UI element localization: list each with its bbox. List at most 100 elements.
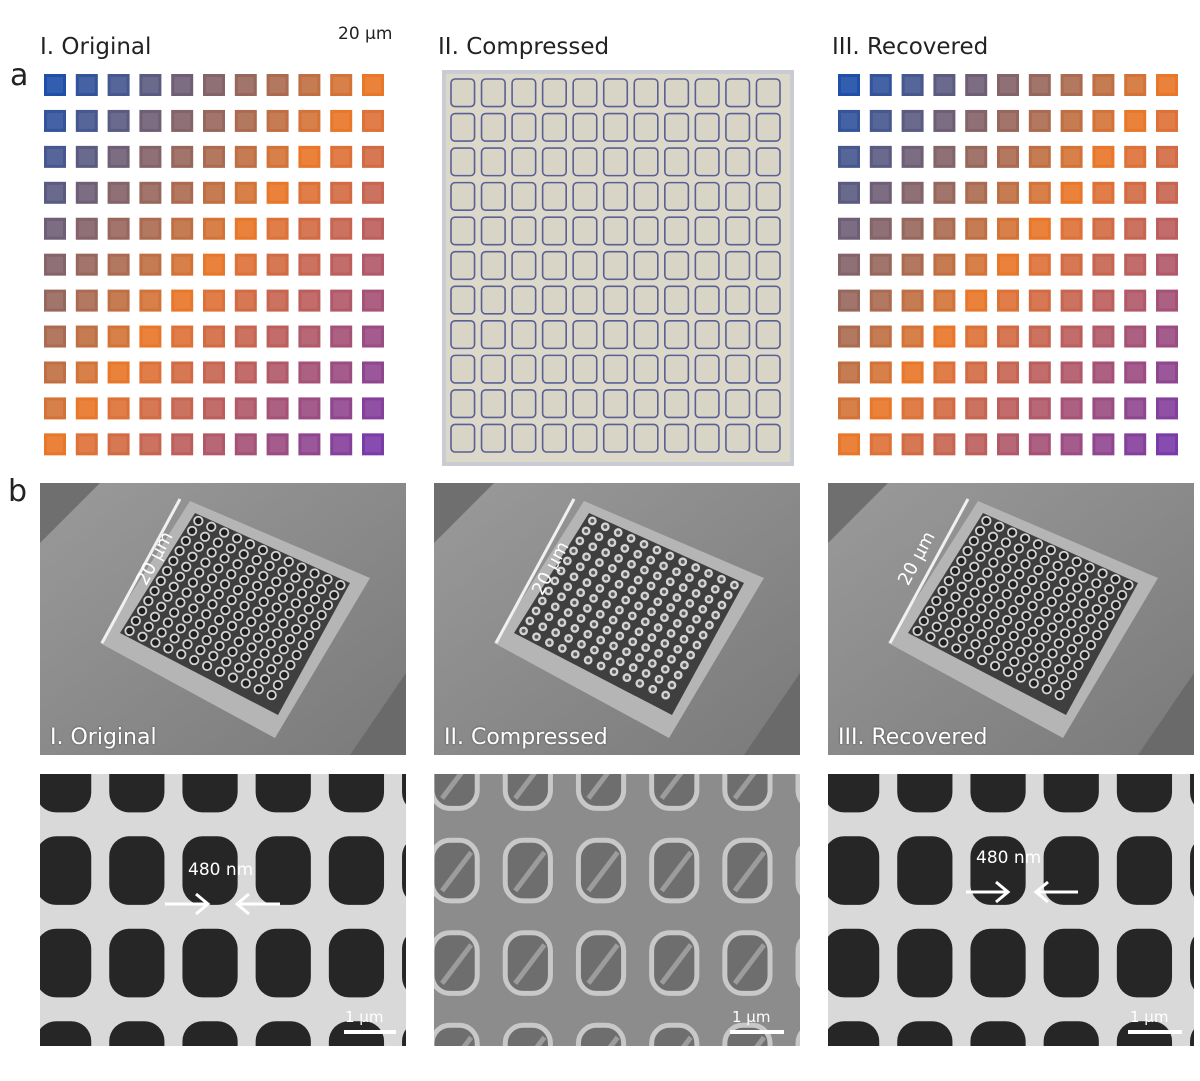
compressed-cell bbox=[755, 423, 781, 453]
lattice-pore bbox=[40, 836, 92, 905]
panel-b-letter: b bbox=[8, 474, 28, 509]
compressed-cell bbox=[755, 354, 781, 384]
collapsed-pore bbox=[575, 774, 627, 811]
compressed-cell bbox=[572, 147, 598, 177]
compressed-cell bbox=[725, 78, 751, 108]
compressed-cell bbox=[602, 423, 629, 453]
lattice-pore bbox=[1043, 774, 1099, 813]
compressed-cell bbox=[725, 147, 751, 177]
compressed-cell bbox=[511, 147, 537, 177]
sem-overview-compressed: 20 μm II. Compressed bbox=[434, 483, 800, 755]
collapsed-pore bbox=[434, 1022, 480, 1046]
compressed-cell bbox=[511, 216, 537, 246]
compressed-cell bbox=[664, 147, 690, 177]
compressed-cell bbox=[602, 181, 629, 211]
lattice-pore bbox=[970, 1021, 1026, 1046]
compressed-cell bbox=[450, 216, 476, 246]
compressed-cell bbox=[694, 181, 720, 211]
lattice-pore bbox=[1116, 774, 1173, 813]
sem-label-compressed: II. Compressed bbox=[444, 725, 608, 750]
measure-label-recovered: 480 nm bbox=[976, 848, 1042, 868]
compressed-cell bbox=[572, 181, 598, 211]
compressed-cell bbox=[450, 354, 476, 384]
compressed-cell bbox=[541, 112, 567, 142]
compressed-cell bbox=[572, 78, 598, 108]
lattice-pore bbox=[1190, 774, 1194, 805]
compressed-cell bbox=[541, 389, 567, 419]
compressed-cell bbox=[602, 112, 629, 142]
compressed-cell bbox=[602, 285, 629, 315]
compressed-cell bbox=[572, 250, 598, 281]
lattice-pore bbox=[40, 1021, 92, 1046]
compressed-cell bbox=[725, 216, 751, 246]
compressed-cell bbox=[633, 181, 659, 211]
compressed-cell bbox=[725, 389, 751, 419]
compressed-cell bbox=[511, 320, 537, 350]
compressed-cell bbox=[633, 389, 659, 419]
lattice-pore bbox=[1043, 928, 1099, 998]
compressed-cell bbox=[664, 354, 690, 384]
lattice-pore bbox=[109, 928, 165, 998]
sem-closeup-recovered: 480 nm 1 μm bbox=[828, 774, 1194, 1046]
compressed-cell bbox=[541, 216, 567, 246]
compressed-cell bbox=[541, 78, 567, 108]
compressed-cell bbox=[694, 147, 720, 177]
compressed-cell bbox=[755, 320, 781, 350]
compressed-cell bbox=[450, 423, 476, 453]
lattice-pore bbox=[182, 1021, 238, 1046]
lattice-pore bbox=[1190, 844, 1194, 897]
compressed-cell bbox=[664, 250, 690, 281]
compressed-cell bbox=[755, 389, 781, 419]
compressed-cell bbox=[480, 423, 506, 453]
compressed-cell bbox=[633, 147, 659, 177]
compressed-cell bbox=[572, 216, 598, 246]
measure-arrows-original bbox=[165, 892, 280, 916]
lattice-pore bbox=[109, 1021, 165, 1046]
compressed-cell bbox=[480, 216, 506, 246]
lattice-pore bbox=[828, 928, 880, 998]
compressed-cell bbox=[511, 78, 537, 108]
lattice-pore bbox=[1116, 836, 1173, 905]
panel-a-title-compressed: II. Compressed bbox=[438, 34, 610, 60]
compressed-cell bbox=[450, 181, 476, 211]
compressed-cell bbox=[511, 389, 537, 419]
compressed-cell bbox=[450, 320, 476, 350]
panel-a-letter: a bbox=[10, 58, 29, 93]
compressed-cell bbox=[450, 250, 476, 281]
lattice-pore bbox=[897, 836, 953, 905]
lattice-pore bbox=[402, 774, 406, 805]
compressed-cell bbox=[694, 320, 720, 350]
lattice-pore bbox=[828, 836, 880, 905]
lattice-pore bbox=[182, 774, 238, 813]
compressed-cell bbox=[725, 423, 751, 453]
collapsed-pore bbox=[649, 774, 700, 811]
micrograph-original bbox=[40, 70, 390, 468]
collapsed-pore bbox=[795, 1030, 800, 1046]
compressed-cell bbox=[633, 354, 659, 384]
compressed-cell bbox=[664, 285, 690, 315]
compressed-cell bbox=[480, 147, 506, 177]
compressed-cell bbox=[633, 112, 659, 142]
sem-overview-original: 20 μm I. Original bbox=[40, 483, 406, 755]
lattice-pore bbox=[402, 936, 406, 990]
collapsed-pore bbox=[502, 1022, 553, 1046]
compressed-cell bbox=[480, 78, 506, 108]
compressed-cell bbox=[511, 250, 537, 281]
compressed-cell bbox=[602, 147, 629, 177]
compressed-cell bbox=[755, 112, 781, 142]
sem-overview-recovered: 20 μm III. Recovered bbox=[828, 483, 1194, 755]
compressed-cell bbox=[725, 250, 751, 281]
lattice-pore bbox=[897, 774, 953, 813]
lattice-pore bbox=[1190, 936, 1194, 990]
compressed-cell bbox=[511, 354, 537, 384]
lattice-pore bbox=[897, 1021, 953, 1046]
lattice-pore bbox=[828, 774, 880, 813]
compressed-cell bbox=[664, 216, 690, 246]
compressed-cell bbox=[541, 423, 567, 453]
compressed-cell bbox=[450, 147, 476, 177]
panel-a-title-recovered: III. Recovered bbox=[832, 34, 989, 60]
compressed-cell bbox=[664, 181, 690, 211]
compressed-cell bbox=[480, 389, 506, 419]
compressed-cell bbox=[755, 78, 781, 108]
compressed-cell bbox=[725, 320, 751, 350]
